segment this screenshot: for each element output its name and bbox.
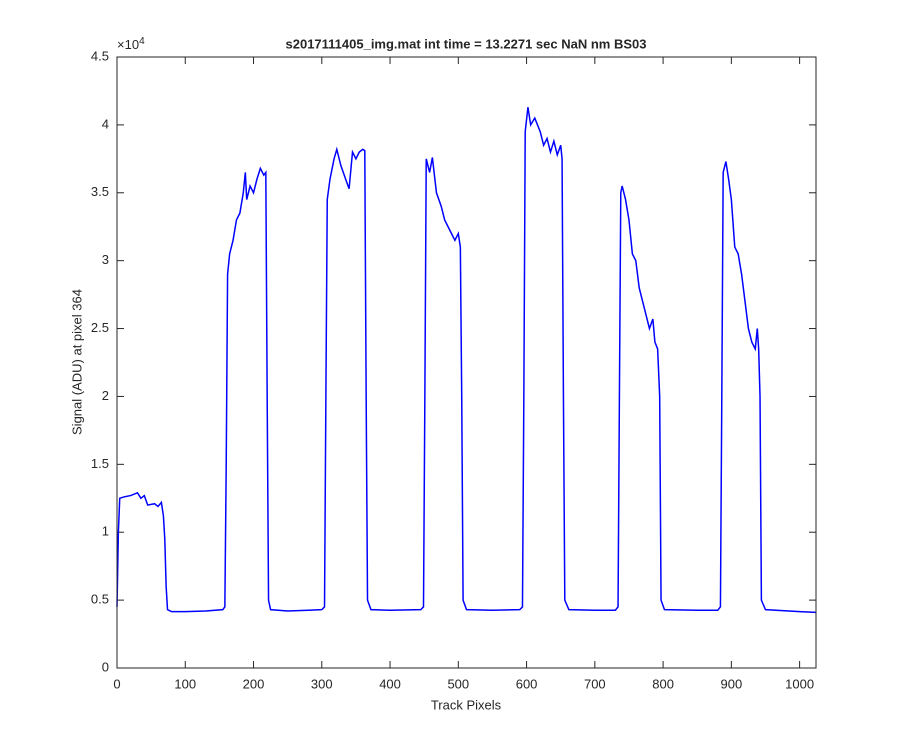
chart-title: s2017111405_img.mat int time = 13.2271 s… [286, 36, 647, 51]
x-tick-label: 800 [652, 676, 674, 691]
y-tick-label: 4.5 [91, 48, 109, 63]
y-multiplier-base: ×10 [117, 37, 139, 52]
y-axis-label: Signal (ADU) at pixel 364 [69, 289, 84, 435]
y-tick-label: 1.5 [91, 456, 109, 471]
x-tick-label: 200 [243, 676, 265, 691]
y-tick-label: 0 [102, 659, 109, 674]
x-tick-label: 400 [379, 676, 401, 691]
y-tick-label: 2.5 [91, 320, 109, 335]
y-multiplier-exponent: 4 [139, 36, 145, 47]
x-tick-label: 0 [113, 676, 120, 691]
x-tick-label: 100 [174, 676, 196, 691]
y-tick-label: 4 [102, 116, 109, 131]
y-tick-label: 3 [102, 252, 109, 267]
y-multiplier: ×104 [117, 36, 145, 53]
y-tick-label: 3.5 [91, 184, 109, 199]
x-tick-label: 900 [721, 676, 743, 691]
y-tick-label: 0.5 [91, 592, 109, 607]
x-tick-label: 700 [584, 676, 606, 691]
y-tick-label: 1 [102, 524, 109, 539]
x-tick-label: 300 [311, 676, 333, 691]
axes-box [116, 56, 817, 669]
x-tick-label: 500 [447, 676, 469, 691]
x-tick-label: 600 [516, 676, 538, 691]
x-axis-label: Track Pixels [431, 697, 502, 712]
line-series [116, 107, 817, 614]
y-tick-label: 2 [102, 388, 109, 403]
x-tick-label: 1000 [785, 676, 814, 691]
